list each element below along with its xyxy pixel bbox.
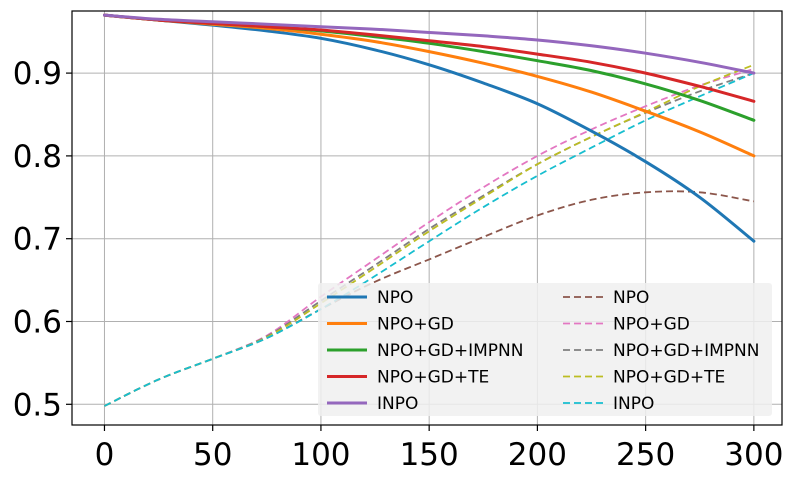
series-line-dashed-npo-gd <box>104 68 755 407</box>
legend-label: NPO+GD+TE <box>377 368 489 388</box>
series-line-dashed-inpo <box>104 72 755 407</box>
y-axis: 0.5 0.6 0.7 0.8 0.9 <box>13 56 72 423</box>
legend-label: NPO <box>377 288 413 308</box>
x-tick-label: 200 <box>508 437 567 473</box>
y-tick-label: 0.6 <box>13 305 62 341</box>
y-tick-label: 0.8 <box>13 139 62 175</box>
series-lines <box>103 13 756 407</box>
legend: NPO NPO+GD NPO+GD+IMPNN NPO+GD+TE INPO NPO NPO… <box>318 283 772 416</box>
legend-label: INPO <box>613 394 654 414</box>
legend-label: NPO+GD <box>377 315 454 335</box>
y-tick-label: 0.5 <box>13 387 62 423</box>
legend-background <box>318 283 772 416</box>
plot-frame <box>71 10 783 426</box>
legend-label: NPO <box>613 288 649 308</box>
x-tick-label: 300 <box>724 437 783 473</box>
x-tick-label: 250 <box>616 437 675 473</box>
x-tick-label: 100 <box>291 437 350 473</box>
y-tick-label: 0.7 <box>13 222 62 258</box>
legend-label: NPO+GD+IMPNN <box>377 341 523 361</box>
series-line-solid-npo-gd-te <box>103 13 756 103</box>
series-line-dashed-npo <box>104 190 755 407</box>
legend-label: NPO+GD <box>613 315 690 335</box>
x-tick-label: 50 <box>193 437 232 473</box>
x-axis: 0 50 100 150 200 250 300 <box>95 425 783 473</box>
series-line-solid-inpo <box>103 13 756 75</box>
x-tick-label: 150 <box>400 437 459 473</box>
legend-label: NPO+GD+TE <box>613 368 725 388</box>
x-tick-label: 0 <box>95 437 115 473</box>
legend-label: INPO <box>377 394 418 414</box>
y-tick-label: 0.9 <box>13 56 62 92</box>
legend-label: NPO+GD+IMPNN <box>613 341 759 361</box>
